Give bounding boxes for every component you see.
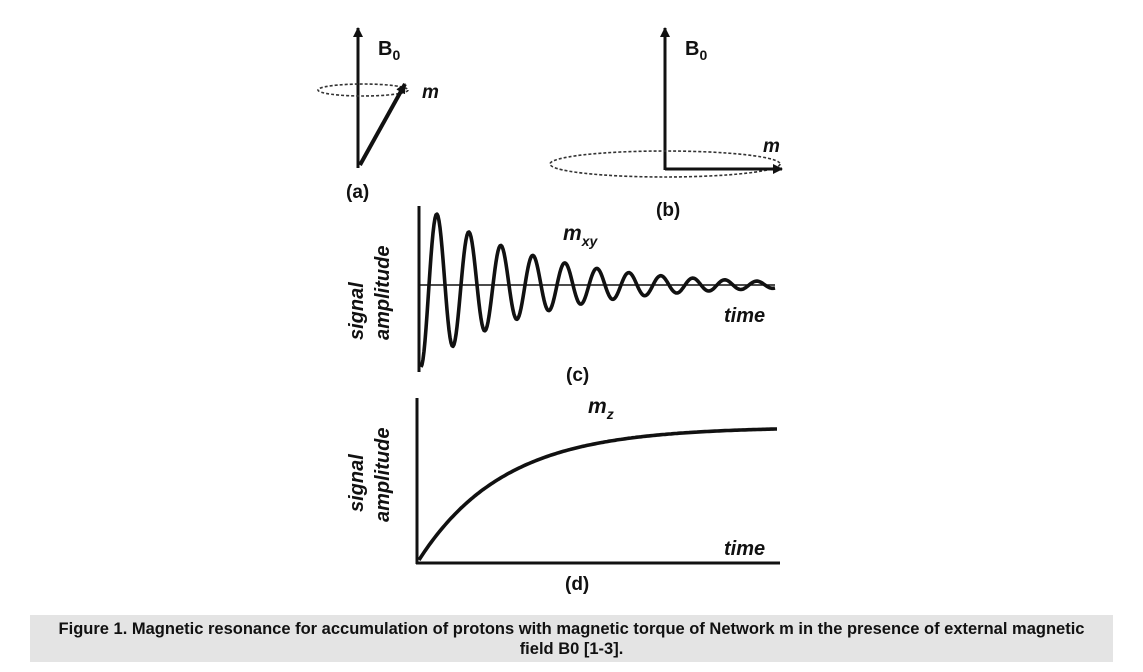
y-axis-label-line1: signal [346, 282, 368, 340]
panel-b: B0 m (b) [549, 27, 783, 221]
fid-decay-curve [419, 212, 776, 368]
mz-label: mz [588, 395, 614, 422]
b0-label: B0 [378, 38, 400, 63]
panel-b-label: (b) [656, 200, 680, 221]
mz-recovery-curve [417, 427, 777, 561]
x-axis-label: time [724, 305, 765, 327]
y-axis-label-line2: amplitude [372, 428, 394, 522]
y-axis-label-line1: signal [346, 454, 368, 512]
panel-c: signal amplitude time mxy (c) [346, 206, 776, 386]
panel-c-label: (c) [566, 365, 589, 386]
m-label: m [422, 82, 439, 103]
mxy-label: mxy [563, 222, 598, 249]
y-axis-label-line2: amplitude [372, 246, 394, 340]
m-vector-arrow [358, 83, 407, 166]
b0-label: B0 [685, 38, 707, 63]
figure-caption: Figure 1. Magnetic resonance for accumul… [30, 615, 1113, 662]
panel-a: B0 m (a) [317, 27, 439, 203]
precession-ellipse [317, 83, 409, 97]
x-axis-label: time [724, 538, 765, 560]
panel-d: signal amplitude time mz (d) [346, 395, 780, 595]
m-label: m [763, 136, 780, 157]
figure-canvas: B0 m (a) B0 m (b) signal amplitude time … [317, 27, 783, 595]
panel-a-label: (a) [346, 182, 369, 203]
panel-d-label: (d) [565, 574, 589, 595]
